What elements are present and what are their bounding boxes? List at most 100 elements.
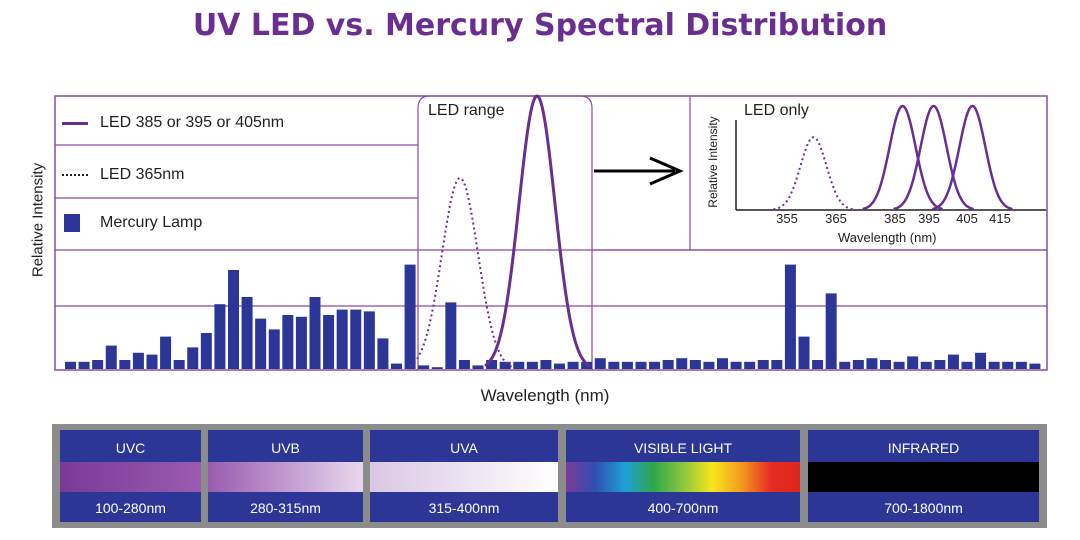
mercury-bar [866,358,878,369]
inset-chart [735,104,1046,211]
mercury-bar [757,360,769,369]
mercury-bar [268,329,280,369]
inset-tick-label: 365 [825,211,847,226]
mercury-bar [391,363,402,369]
mercury-bar [377,338,389,369]
mercury-bar [513,361,525,369]
band-name: UVB [271,440,300,456]
band-gradient [566,462,800,492]
spectrum-bar: UVC 100-280nm UVB 280-315nm UVA 315-400n… [52,424,1047,528]
mercury-bar [1015,361,1027,369]
mercury-bar [295,316,307,369]
mercury-bar [418,365,430,369]
spectral-chart [54,94,1048,371]
mercury-bar [839,361,851,369]
inset-led-curve [893,104,974,211]
mercury-bar [635,361,647,369]
arrow-head [649,156,684,186]
mercury-bar [825,293,837,369]
inset-tick-label: 385 [884,211,906,226]
legend-item-led: LED 385 or 395 or 405nm [58,98,418,148]
mercury-bar [105,345,117,369]
mercury-bar [173,360,185,369]
led-range-box [417,95,593,370]
legend-item-led365: LED 365nm [58,150,418,200]
page-title: UV LED vs. Mercury Spectral Distribution [192,8,888,43]
mercury-bar [350,309,362,369]
band-name: INFRARED [887,440,960,456]
mercury-bar [445,302,457,369]
mercury-bar [486,360,498,369]
solid-line-swatch [62,121,88,125]
mercury-bar [961,361,973,369]
mercury-bar [893,361,905,369]
mercury-bar [621,361,633,369]
band-range: 400-700nm [647,500,719,516]
band-gradient [208,462,363,492]
mercury-bar [214,304,226,369]
inset-led365-curve [773,136,854,211]
mercury-bar [499,361,511,369]
y-axis-label: Relative Intensity [29,162,47,278]
band-gradient [808,462,1039,492]
mercury-bar [540,360,552,369]
bar-swatch [64,214,80,232]
led-395-curve [484,94,591,368]
mercury-bar [132,352,144,369]
mercury-bar [567,361,579,369]
mercury-bar [934,360,946,369]
mercury-bar [975,352,987,369]
band-uvc: UVC 100-280nm [60,430,201,522]
mercury-bar [282,315,294,369]
band-range: 700-1800nm [884,500,963,516]
band-visible: VISIBLE LIGHT 400-700nm [566,430,800,522]
inset-tick-label: 415 [989,211,1011,226]
band-infrared: INFRARED 700-1800nm [808,430,1039,522]
mercury-bar [526,361,538,369]
mercury-bar [649,361,661,369]
inset-x-axis-label: Wavelength (nm) [838,230,937,245]
band-range: 280-315nm [250,500,321,516]
inset-led-curve [862,104,943,211]
dotted-line-swatch [62,174,88,176]
band-uvb: UVB 280-315nm [208,430,363,522]
band-name: VISIBLE LIGHT [633,440,733,456]
led-range-label: LED range [428,102,505,119]
mercury-bar [323,315,335,369]
mercury-bar [744,361,756,369]
band-range: 100-280nm [95,500,166,516]
mercury-bar [880,360,891,369]
mercury-bar [907,356,919,369]
band-name: UVC [115,440,146,456]
mercury-bar [363,311,375,369]
mercury-bar [336,309,348,369]
legend-item-mercury: Mercury Lamp [58,198,418,248]
band-uva: UVA 315-400nm [370,430,558,522]
inset-tick-label: 395 [918,211,940,226]
mercury-bar [92,360,104,369]
mercury-bar [717,358,728,369]
mercury-bar [662,360,674,369]
mercury-bar [241,297,253,369]
mercury-bar [78,361,90,369]
mercury-bar [228,270,239,369]
mercury-bar [703,361,715,369]
x-axis-label: Wavelength (nm) [480,386,610,405]
legend-label: LED 385 or 395 or 405nm [100,114,285,131]
mercury-bar [784,264,796,369]
mercury-bar [1002,361,1014,369]
mercury-bar [472,365,484,369]
mercury-bar [608,361,620,369]
led-365-curve [409,176,516,370]
inset-tick-label: 355 [776,211,798,226]
band-gradient [370,462,558,492]
mercury-bar [404,264,416,369]
mercury-bar [200,333,212,369]
led-only-label: LED only [744,102,809,119]
legend-label: LED 365nm [100,166,185,183]
inset-tick-label: 405 [956,211,978,226]
mercury-bar [988,361,1000,369]
mercury-bar [119,360,131,369]
band-range: 315-400nm [428,500,500,516]
mercury-bar [309,297,321,369]
